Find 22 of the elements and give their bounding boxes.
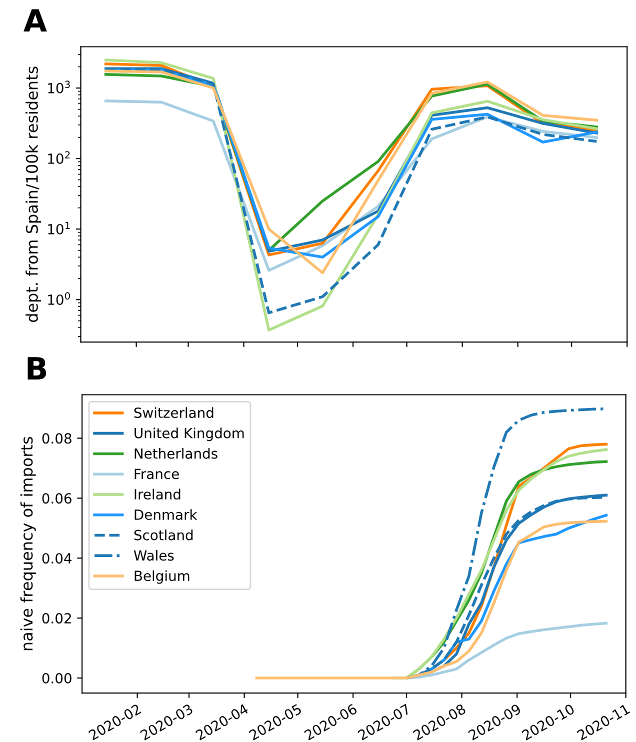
y-tick-label: 0.08 [42,433,72,444]
y-axis-title: dept. from Spain/100k residents [26,66,42,322]
y-tick-label: 10$^{0}$ [48,292,70,305]
legend-label: Netherlands [134,448,218,459]
legend-label: Switzerland [134,407,214,418]
y-tick-label: 10$^{1}$ [48,222,70,234]
y-tick-label: 10$^{2}$ [48,151,70,164]
legend-label: Scotland [134,530,193,540]
legend-label: Wales [134,550,174,561]
legend-label: France [134,468,179,480]
legend-label: Belgium [134,570,190,584]
legend-label: United Kingdom [134,428,244,442]
y-tick-label: 10$^{3}$ [48,80,70,94]
y-tick-label: 0.04 [42,553,72,564]
y-tick-label: 0.02 [42,613,71,624]
y-tick-label: 0.06 [42,493,72,504]
y-axis-title: naive frequency of imports [20,436,36,650]
chart-title: A [24,9,47,32]
y-tick-label: 0.00 [42,673,72,684]
chart-title: B [28,357,46,380]
legend-label: Denmark [134,509,198,520]
legend-label: Ireland [134,488,180,500]
